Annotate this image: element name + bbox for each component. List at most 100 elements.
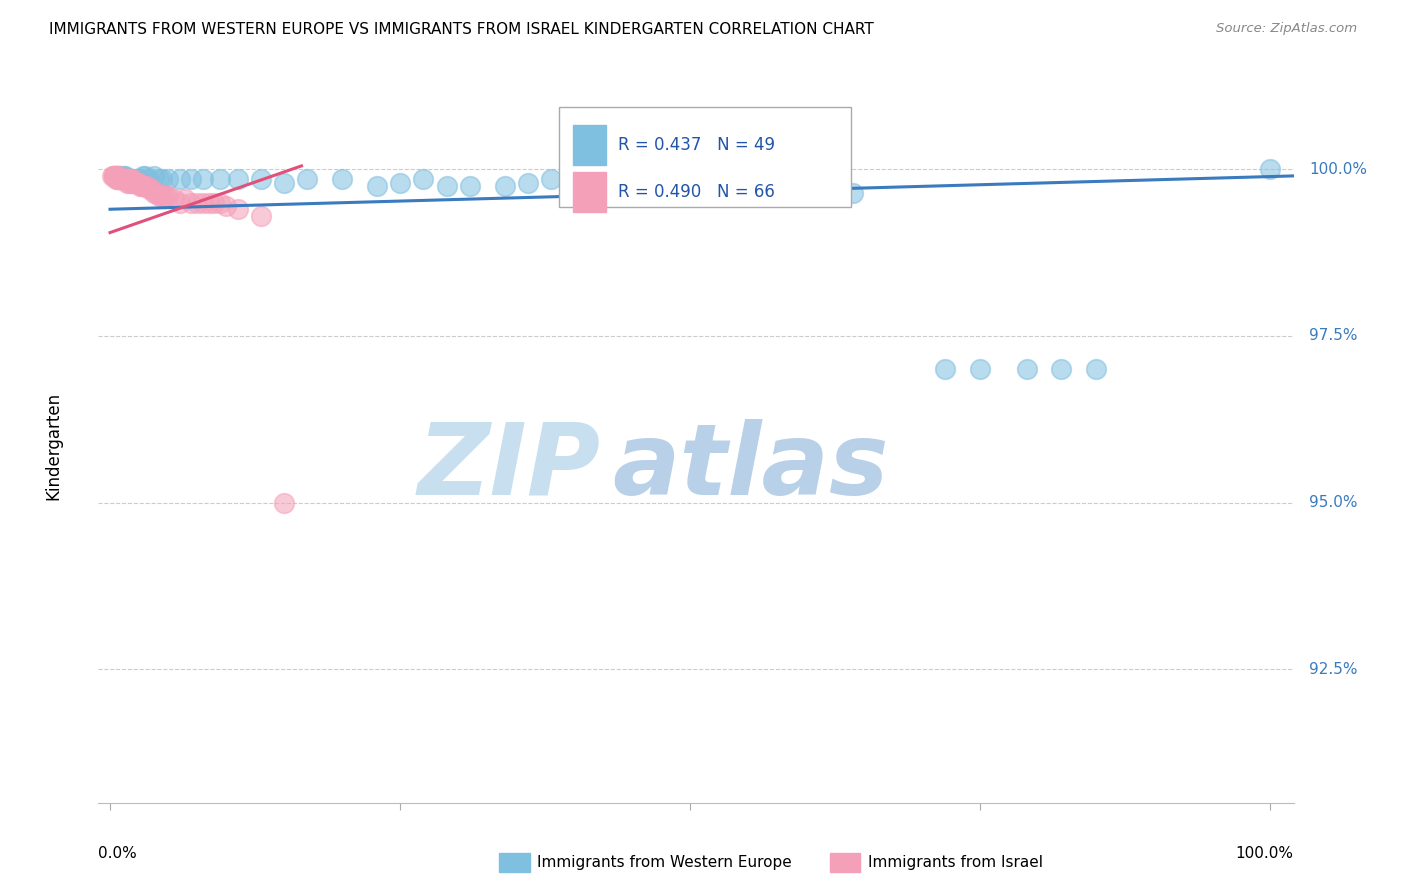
Point	[107, 172, 129, 186]
Point	[117, 176, 139, 190]
Point	[516, 176, 538, 190]
Point	[108, 172, 131, 186]
Point	[117, 176, 139, 190]
Point	[226, 172, 249, 186]
Text: Source: ZipAtlas.com: Source: ZipAtlas.com	[1216, 22, 1357, 36]
Text: ZIP: ZIP	[418, 419, 600, 516]
Point	[389, 176, 412, 190]
Point	[110, 172, 132, 186]
Point	[117, 172, 139, 186]
Point	[150, 189, 173, 203]
Point	[1050, 362, 1073, 376]
Point	[131, 178, 153, 193]
Point	[1085, 362, 1108, 376]
Text: Immigrants from Western Europe: Immigrants from Western Europe	[537, 855, 792, 870]
Point	[117, 172, 139, 186]
Point	[104, 169, 127, 183]
Point	[105, 169, 128, 183]
Point	[226, 202, 249, 217]
Point	[103, 169, 125, 183]
Point	[598, 176, 620, 190]
Point	[104, 172, 127, 186]
Point	[748, 189, 770, 203]
Point	[180, 172, 202, 186]
Point	[145, 186, 167, 200]
Point	[191, 195, 214, 210]
Point	[169, 195, 191, 210]
Point	[841, 186, 863, 200]
Point	[111, 172, 134, 186]
Point	[152, 189, 174, 203]
Point	[143, 186, 166, 200]
Point	[104, 169, 127, 183]
Point	[143, 169, 166, 183]
Point	[108, 169, 131, 183]
Text: Immigrants from Israel: Immigrants from Israel	[868, 855, 1042, 870]
Point	[141, 182, 163, 196]
Point	[134, 178, 156, 193]
Point	[562, 176, 585, 190]
Point	[155, 189, 177, 203]
Point	[120, 172, 142, 186]
Point	[111, 172, 134, 186]
Point	[112, 172, 135, 186]
Point	[128, 176, 150, 190]
Point	[124, 176, 146, 190]
Bar	[572, 172, 606, 211]
Point	[250, 172, 273, 186]
Point	[110, 172, 132, 186]
Text: atlas: atlas	[613, 419, 889, 516]
Point	[111, 172, 134, 186]
Point	[191, 172, 214, 186]
Text: 100.0%: 100.0%	[1309, 161, 1367, 177]
Text: 100.0%: 100.0%	[1236, 846, 1294, 861]
Point	[121, 172, 143, 186]
Point	[118, 172, 141, 186]
Point	[157, 172, 180, 186]
Point	[330, 172, 353, 186]
Point	[215, 199, 238, 213]
Point	[148, 189, 170, 203]
Point	[101, 169, 124, 183]
Bar	[572, 126, 606, 165]
Point	[112, 172, 135, 186]
Point	[122, 172, 145, 186]
Point	[969, 362, 991, 376]
Point	[169, 172, 191, 186]
Text: R = 0.490   N = 66: R = 0.490 N = 66	[619, 183, 775, 201]
Point	[136, 172, 159, 186]
Point	[174, 192, 197, 206]
Point	[136, 178, 159, 193]
Point	[157, 189, 180, 203]
Point	[125, 176, 148, 190]
Point	[128, 172, 150, 186]
Text: 95.0%: 95.0%	[1309, 495, 1358, 510]
Point	[107, 172, 129, 186]
Text: R = 0.437   N = 49: R = 0.437 N = 49	[619, 136, 775, 154]
Point	[120, 176, 142, 190]
Point	[105, 172, 128, 186]
Text: 92.5%: 92.5%	[1309, 662, 1358, 677]
Text: 0.0%: 0.0%	[98, 846, 138, 861]
Point	[122, 176, 145, 190]
Point	[111, 172, 134, 186]
Point	[120, 172, 142, 186]
Point	[114, 172, 136, 186]
Point	[118, 172, 141, 186]
Point	[250, 209, 273, 223]
Point	[540, 172, 562, 186]
Point	[127, 176, 149, 190]
Point	[273, 496, 295, 510]
Point	[436, 178, 458, 193]
Point	[103, 169, 125, 183]
Text: 97.5%: 97.5%	[1309, 328, 1358, 343]
Point	[131, 178, 153, 193]
Point	[104, 169, 127, 183]
Point	[114, 169, 136, 183]
Point	[107, 169, 129, 183]
Point	[209, 172, 232, 186]
Point	[150, 172, 173, 186]
Point	[103, 169, 125, 183]
Point	[163, 192, 186, 206]
Point	[297, 172, 319, 186]
